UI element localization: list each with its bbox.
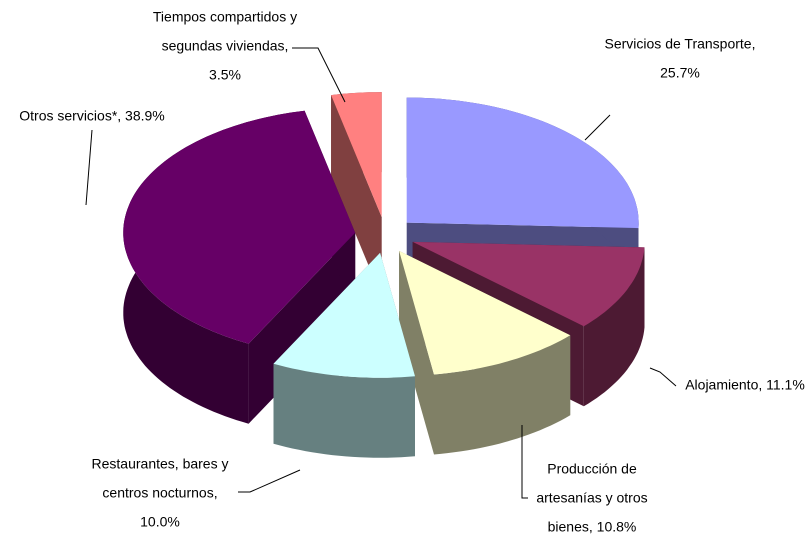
data-label: 3.5% <box>209 67 241 83</box>
slice-side <box>273 363 415 458</box>
leader-line <box>85 129 93 206</box>
slice-top <box>331 92 382 218</box>
data-label: bienes, 10.8% <box>548 519 637 535</box>
slice-top <box>406 97 639 229</box>
slice-side <box>434 335 571 455</box>
data-label: Producción de <box>547 461 637 477</box>
slice-top <box>412 241 645 327</box>
data-label: Restaurantes, bares y <box>92 456 229 472</box>
leader-line <box>584 114 611 141</box>
slice-top <box>399 250 571 375</box>
data-label: 25.7% <box>660 65 700 81</box>
slice <box>331 92 382 298</box>
data-label: Alojamiento, 11.1% <box>685 377 805 393</box>
slice <box>399 250 571 455</box>
data-label: Otros servicios*, 38.9% <box>19 108 165 124</box>
data-label: segundas viviendas, <box>162 38 289 54</box>
leader-line <box>649 367 677 387</box>
data-label: 10.0% <box>140 514 180 530</box>
data-label: Tiempos compartidos y <box>153 9 297 25</box>
slice <box>273 252 415 458</box>
slice-top <box>273 252 415 378</box>
leader-line <box>238 469 301 493</box>
slice-side <box>583 247 645 407</box>
data-label: artesanías y otros <box>536 490 647 506</box>
leader-line <box>292 47 346 103</box>
slice-side <box>399 250 434 455</box>
data-label: Servicios de Transporte, <box>605 36 756 52</box>
data-label: centros nocturnos, <box>102 485 217 501</box>
slice-top <box>123 110 356 344</box>
leader-line <box>521 425 528 499</box>
